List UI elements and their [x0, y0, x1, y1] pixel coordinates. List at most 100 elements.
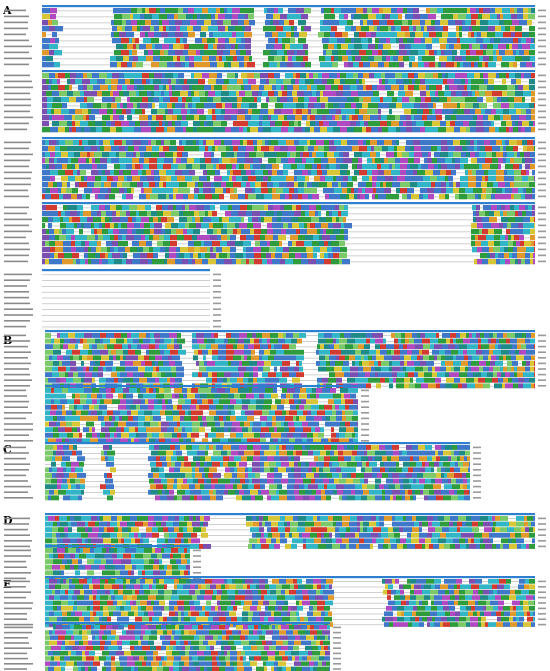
residue-cell	[114, 235, 118, 241]
sequence-position	[538, 236, 546, 239]
gap-line	[115, 297, 122, 299]
gap-line	[62, 22, 65, 24]
residue-cell	[137, 8, 142, 14]
residue-cell	[367, 158, 372, 164]
residue-cell	[354, 32, 359, 38]
residue-cell	[502, 85, 507, 91]
residue-cell	[269, 79, 276, 85]
residue-cell	[129, 205, 137, 211]
residue-cell	[68, 344, 75, 350]
residue-cell	[175, 127, 183, 133]
residue-cell	[126, 20, 131, 26]
gap-line	[139, 320, 147, 322]
residue-cell	[354, 194, 357, 200]
residue-cell	[336, 164, 340, 170]
residue-cell	[193, 127, 197, 133]
gap-line	[434, 363, 441, 364]
gap-line	[80, 52, 84, 54]
residue-cell	[389, 383, 393, 389]
residue-cell	[381, 32, 389, 38]
residue-cell	[483, 366, 489, 372]
residue-cell	[438, 91, 444, 97]
residue-cell	[121, 223, 127, 229]
residue-cell	[336, 377, 342, 383]
residue-cell	[119, 32, 126, 38]
residue-cell	[407, 164, 410, 170]
residue-cell	[289, 188, 294, 194]
gap-line	[96, 46, 104, 48]
residue-cell	[447, 50, 452, 56]
residue-cell	[425, 79, 430, 85]
residue-cell	[163, 241, 170, 247]
residue-cell	[434, 344, 442, 350]
residue-cell	[491, 194, 495, 200]
residue-cell	[449, 44, 454, 50]
residue-cell	[300, 229, 307, 235]
residue-cell	[395, 333, 401, 338]
residue-cell	[405, 44, 411, 50]
residue-cell	[129, 50, 132, 56]
residue-cell	[457, 103, 460, 109]
residue-cell	[92, 372, 98, 378]
residue-cell	[87, 176, 92, 182]
residue-cell	[207, 97, 213, 103]
residue-cell	[313, 247, 320, 253]
residue-cell	[111, 182, 117, 188]
residue-cell	[429, 377, 435, 383]
gap-line	[207, 274, 210, 276]
residue-cell	[92, 349, 100, 355]
residue-cell	[523, 223, 528, 229]
gap-line	[187, 363, 190, 364]
residue-cell	[244, 56, 249, 62]
residue-cell	[451, 115, 456, 121]
residue-cell	[259, 349, 264, 355]
residue-cell	[288, 56, 292, 62]
residue-cell	[532, 158, 535, 164]
residue-cell	[531, 38, 534, 44]
residue-cell	[471, 241, 475, 247]
residue-cell	[60, 217, 63, 223]
residue-cell	[359, 79, 362, 85]
residue-cell	[532, 211, 535, 217]
residue-cell	[292, 56, 296, 62]
residue-cell	[391, 73, 395, 79]
residue-cell	[408, 73, 414, 79]
residue-cell	[340, 333, 344, 338]
residue-cell	[445, 158, 452, 164]
gap-line	[70, 58, 78, 60]
residue-cell	[383, 97, 388, 103]
residue-cell	[394, 344, 399, 350]
residue-cell	[193, 140, 196, 146]
residue-cell	[340, 164, 348, 170]
residue-cell	[243, 140, 247, 146]
residue-cell	[508, 97, 514, 103]
residue-cell	[99, 73, 107, 79]
gap-line	[430, 207, 438, 209]
residue-cell	[50, 247, 55, 253]
residue-cell	[519, 349, 526, 355]
residue-cell	[311, 170, 317, 176]
residue-cell	[249, 20, 255, 26]
residue-cell	[411, 115, 414, 121]
residue-cell	[312, 388, 316, 393]
residue-cell	[258, 217, 261, 223]
residue-cell	[497, 14, 500, 20]
residue-cell	[479, 164, 482, 170]
residue-cell	[239, 223, 247, 229]
residue-cell	[200, 50, 204, 56]
residue-cell	[315, 211, 318, 217]
residue-cell	[215, 38, 218, 44]
gap-line	[399, 196, 402, 198]
residue-cell	[91, 146, 97, 152]
residue-cell	[384, 170, 391, 176]
residue-cell	[223, 20, 231, 26]
gap-line	[81, 46, 88, 48]
gap-line	[209, 315, 210, 316]
residue-cell	[199, 211, 205, 217]
gap-line	[416, 225, 424, 227]
gap-line	[100, 22, 105, 24]
residue-cell	[150, 194, 158, 200]
residue-cell	[407, 8, 413, 14]
residue-cell	[486, 50, 493, 56]
residue-cell	[267, 241, 270, 247]
